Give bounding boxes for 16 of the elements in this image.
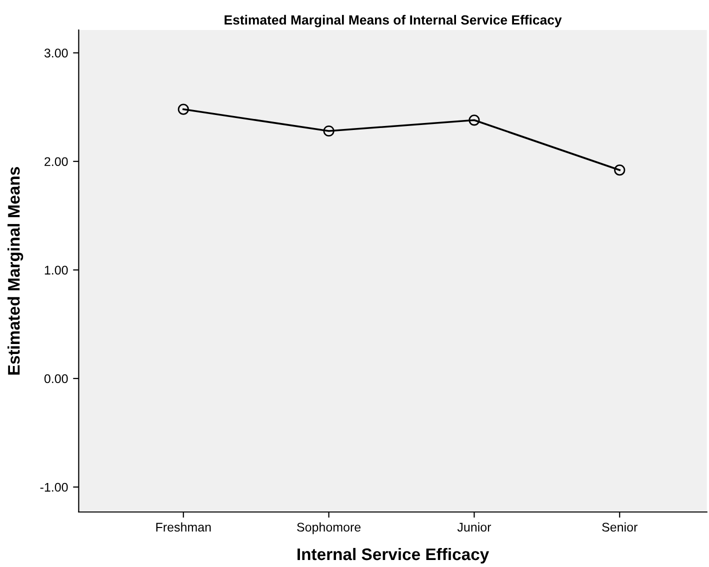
y-tick-label: 0.00 <box>44 374 68 384</box>
x-tick-label: Sophomore <box>297 522 361 534</box>
y-tick-label: 3.00 <box>44 48 68 58</box>
x-axis-title: Internal Service Efficacy <box>298 548 490 564</box>
chart-title: Estimated Marginal Means of Internal Service Efficacy <box>224 14 562 28</box>
point <box>468 114 480 126</box>
point <box>614 164 626 176</box>
x-tick-label: Senior <box>602 522 638 532</box>
point <box>178 104 189 115</box>
y-tick-label: -1.00 <box>40 482 68 492</box>
x-tick-label: Junior <box>457 522 492 532</box>
y-axis-title: Estimated Marginal Means <box>8 167 24 375</box>
x-tick-label: Freshman <box>156 522 211 532</box>
point <box>323 125 334 137</box>
y-tick-label: 1.00 <box>44 266 68 275</box>
y-tick-label: 2.00 <box>44 157 68 166</box>
